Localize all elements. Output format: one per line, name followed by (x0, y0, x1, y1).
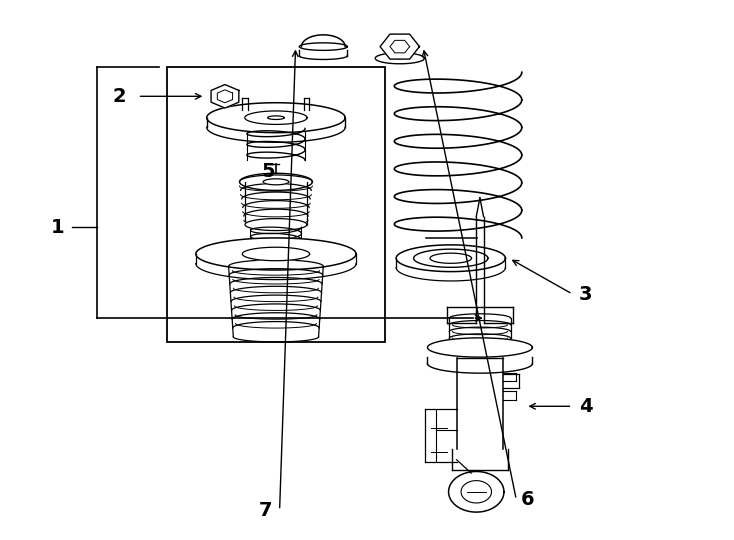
Text: 2: 2 (112, 87, 126, 106)
Polygon shape (448, 471, 504, 512)
Polygon shape (264, 179, 288, 185)
Polygon shape (414, 249, 488, 267)
Polygon shape (302, 35, 345, 46)
Polygon shape (207, 103, 345, 133)
Polygon shape (211, 85, 239, 108)
Text: 4: 4 (578, 397, 592, 416)
Polygon shape (375, 53, 424, 64)
Polygon shape (242, 247, 310, 261)
Polygon shape (268, 116, 284, 119)
Polygon shape (196, 238, 356, 270)
Bar (167, 67, 385, 342)
Polygon shape (245, 219, 307, 231)
Text: 5: 5 (262, 161, 275, 180)
Text: 3: 3 (579, 285, 592, 303)
Polygon shape (299, 43, 347, 50)
Polygon shape (245, 111, 307, 124)
Polygon shape (239, 173, 313, 191)
Text: 6: 6 (520, 490, 534, 509)
Text: 7: 7 (258, 501, 272, 520)
Polygon shape (380, 34, 419, 59)
Polygon shape (427, 338, 532, 357)
Polygon shape (396, 245, 506, 272)
Text: 1: 1 (51, 218, 64, 237)
Polygon shape (430, 253, 471, 264)
